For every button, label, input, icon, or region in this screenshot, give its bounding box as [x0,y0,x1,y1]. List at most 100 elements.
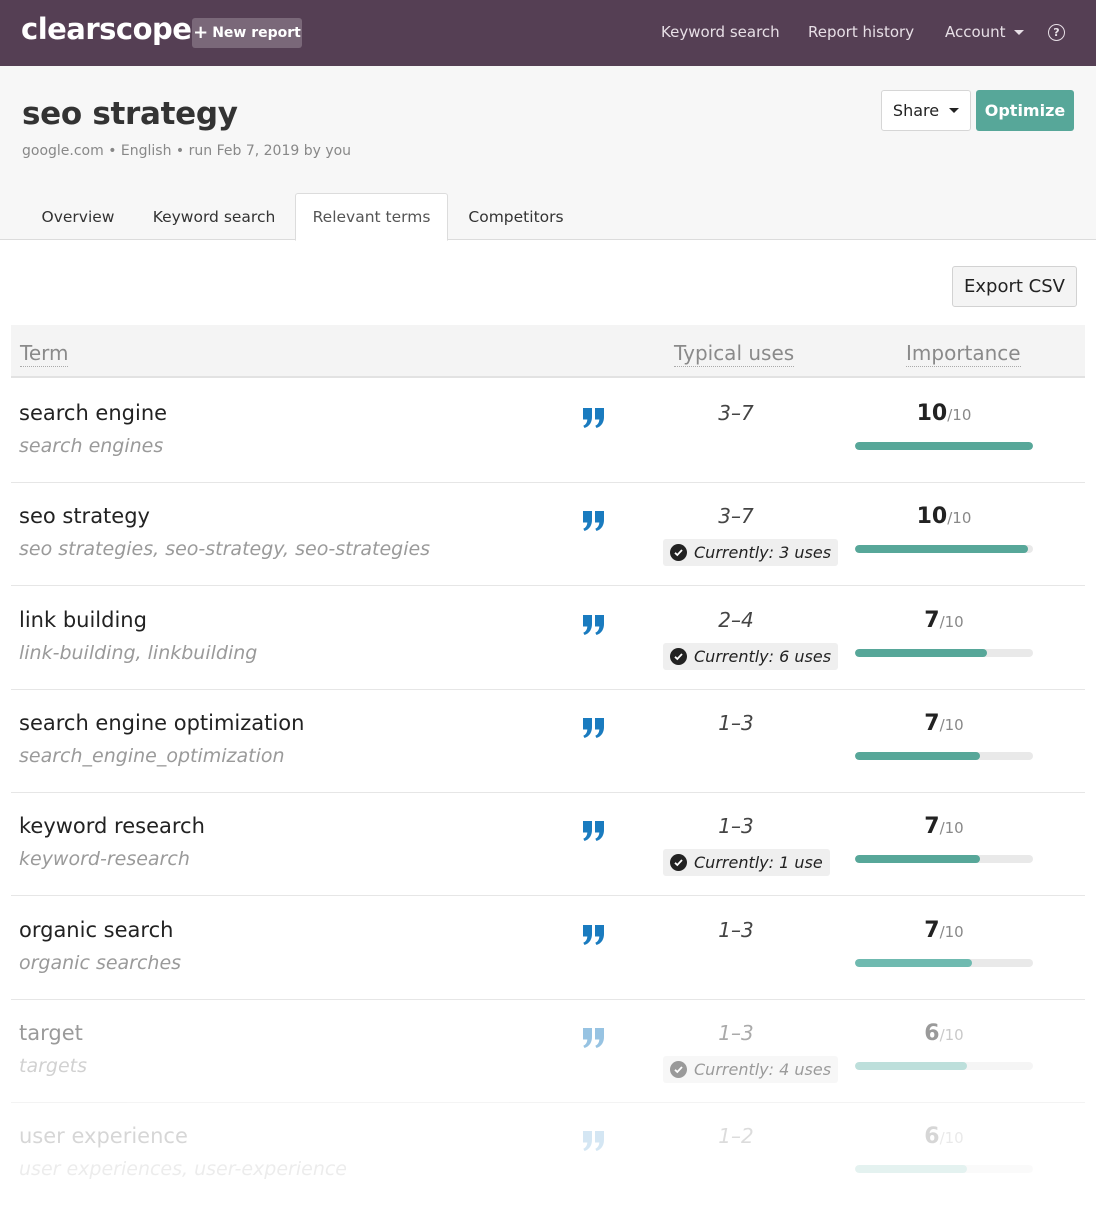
tab-relevant-terms[interactable]: Relevant terms [295,193,448,241]
report-header: seo strategy google.com • English • run … [0,66,1096,241]
importance-denominator: /10 [939,716,964,734]
importance-denominator: /10 [947,509,972,527]
column-header-typical-uses[interactable]: Typical uses [674,341,795,367]
check-circle-icon [670,648,687,665]
importance-bar [855,442,1033,450]
importance-bar [855,1062,1033,1070]
term-name: target [19,1021,83,1045]
tab-keyword-search[interactable]: Keyword search [152,208,276,226]
importance-bar-fill [855,752,980,760]
nav-account-dropdown[interactable]: Account [945,23,1024,41]
typical-uses: 1–3 [718,814,754,838]
importance-value: 10 [916,504,948,529]
table-row[interactable]: link building link-building, linkbuilding… [11,586,1085,690]
account-label: Account [945,23,1006,41]
importance-bar-fill [855,649,987,657]
export-csv-button[interactable]: Export CSV [952,266,1077,307]
current-uses-label: Currently: 6 uses [694,647,832,666]
logo[interactable]: clearscope [21,12,192,46]
nav-report-history[interactable]: Report history [808,23,915,41]
top-nav: clearscope + New report Keyword search R… [0,0,1096,66]
table-row[interactable]: search engine optimization search_engine_… [11,689,1085,793]
current-uses-badge: Currently: 3 uses [663,539,839,566]
quote-icon[interactable] [582,1027,606,1049]
table-row[interactable]: search engine search engines 3–7 10/10 [11,379,1085,483]
importance-score: 10/10 [855,401,1033,426]
tab-overview[interactable]: Overview [41,208,115,226]
importance-bar-fill [855,959,973,967]
check-circle-icon [670,1061,687,1078]
current-uses-badge: Currently: 1 use [663,849,830,876]
current-uses-badge: Currently: 6 uses [663,643,839,670]
check-circle-icon [670,854,687,871]
importance-bar-fill [855,545,1028,553]
typical-uses: 1–3 [718,711,754,735]
quote-icon[interactable] [582,510,606,532]
table-row[interactable]: user experience user experiences, user-ex… [11,1102,1085,1205]
new-report-button[interactable]: + New report [192,18,302,48]
importance-score: 7/10 [855,918,1033,943]
importance-score: 10/10 [855,504,1033,529]
column-header-term[interactable]: Term [20,341,69,367]
importance-value: 7 [924,711,940,736]
importance-bar-fill [855,442,1033,450]
importance-value: 6 [924,1124,940,1149]
tab-competitors[interactable]: Competitors [468,208,564,226]
table-row[interactable]: keyword research keyword-research 1–3 Curre… [11,792,1085,896]
quote-icon[interactable] [582,614,606,636]
help-icon[interactable]: ? [1048,24,1065,41]
importance-bar [855,649,1033,657]
quote-icon[interactable] [582,407,606,429]
quote-icon[interactable] [582,820,606,842]
term-name: user experience [19,1124,188,1148]
quote-icon[interactable] [582,1130,606,1152]
quote-icon[interactable] [582,717,606,739]
caret-down-icon [949,108,960,113]
table-row[interactable]: target targets 1–3 Currently: 4 uses 6/10 [11,999,1085,1103]
typical-uses: 1–3 [718,918,754,942]
importance-score: 7/10 [855,711,1033,736]
importance-denominator: /10 [939,819,964,837]
typical-uses: 2–4 [718,608,754,632]
term-variants: keyword-research [19,848,190,870]
term-name: search engine optimization [19,711,305,735]
typical-uses: 3–7 [718,401,754,425]
term-variants: search_engine_optimization [19,745,285,767]
term-variants: user experiences, user-experience [19,1158,348,1180]
term-name: link building [19,608,147,632]
plus-icon: + [193,22,209,43]
importance-score: 6/10 [855,1021,1033,1046]
share-button[interactable]: Share [881,90,971,131]
optimize-button[interactable]: Optimize [976,90,1074,131]
term-name: search engine [19,401,168,425]
importance-denominator: /10 [947,406,972,424]
importance-bar-fill [855,855,980,863]
new-report-label: New report [212,25,301,41]
term-variants: link-building, linkbuilding [19,642,258,664]
typical-uses: 3–7 [718,504,754,528]
nav-keyword-search[interactable]: Keyword search [661,23,780,41]
term-name: keyword research [19,814,205,838]
current-uses-label: Currently: 4 uses [694,1060,832,1079]
term-variants: search engines [19,435,164,457]
importance-bar-fill [855,1165,968,1173]
importance-value: 10 [916,401,948,426]
column-header-importance[interactable]: Importance [906,341,1021,367]
term-variants: organic searches [19,952,182,974]
term-variants: targets [19,1055,88,1077]
importance-score: 6/10 [855,1124,1033,1149]
page-title: seo strategy [22,96,238,132]
share-label: Share [892,101,940,120]
current-uses-label: Currently: 3 uses [694,543,832,562]
table-row[interactable]: seo strategy seo strategies, seo-strategy… [11,482,1085,586]
term-name: seo strategy [19,504,150,528]
check-circle-icon [670,544,687,561]
typical-uses: 1–3 [718,1021,754,1045]
importance-bar [855,1165,1033,1173]
importance-denominator: /10 [939,923,964,941]
quote-icon[interactable] [582,924,606,946]
table-row[interactable]: organic search organic searches 1–3 7/10 [11,896,1085,1000]
term-variants: seo strategies, seo-strategy, seo-strate… [19,538,431,560]
importance-value: 7 [924,814,940,839]
importance-denominator: /10 [939,613,964,631]
